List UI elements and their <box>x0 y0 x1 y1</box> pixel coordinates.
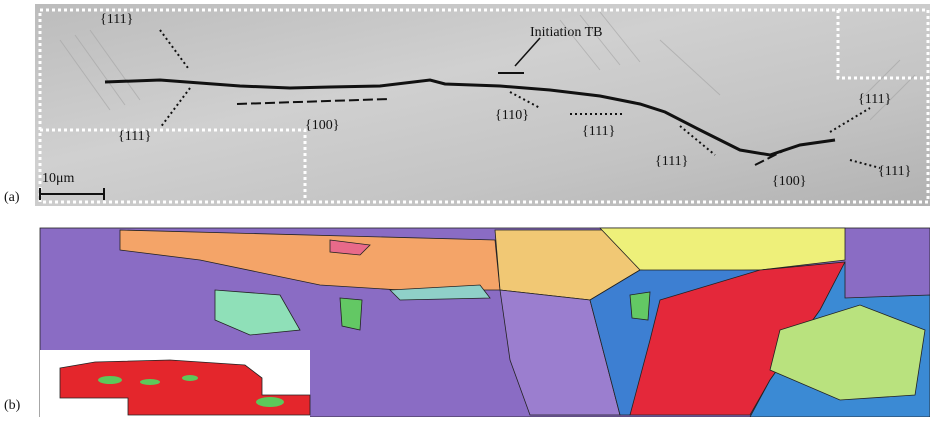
figure: {111} {111} {100} Initiation TB {110} {1… <box>0 0 930 417</box>
annotation: {111} <box>100 12 133 27</box>
panel-b: (b) <box>4 228 930 417</box>
annotation: {111} <box>858 92 891 107</box>
annotation: Initiation TB <box>530 25 602 40</box>
annotation: {100} <box>772 174 806 189</box>
scale-bar-label: 10μm <box>42 171 75 186</box>
panel-label: (a) <box>4 190 20 205</box>
panel-a: {111} {111} {100} Initiation TB {110} {1… <box>4 4 930 206</box>
annotation: {100} <box>305 118 339 133</box>
annotation: {111} <box>582 124 615 139</box>
grain <box>630 292 650 320</box>
grain <box>340 298 362 330</box>
panel-label: (b) <box>4 398 21 413</box>
annotation: {111} <box>118 129 151 144</box>
annotation: {111} <box>655 154 688 169</box>
annotation: {111} <box>878 164 911 179</box>
annotation: {110} <box>495 108 529 123</box>
